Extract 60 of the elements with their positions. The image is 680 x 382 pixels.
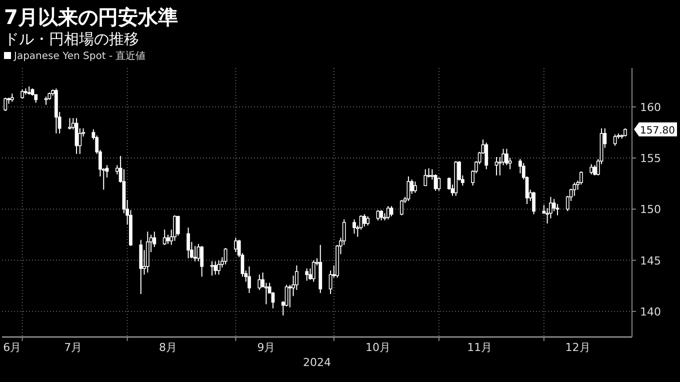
candlestick bbox=[217, 260, 220, 276]
candlestick bbox=[193, 245, 197, 262]
candlestick bbox=[613, 134, 617, 146]
candlestick bbox=[362, 214, 366, 228]
candlestick bbox=[590, 164, 594, 175]
x-tick-label: 11月 bbox=[467, 341, 492, 354]
candlestick bbox=[139, 239, 143, 295]
candlestick bbox=[173, 214, 176, 242]
y-tick-label: 150 bbox=[640, 203, 661, 216]
candlestick bbox=[312, 260, 316, 282]
y-tick-label: 160 bbox=[640, 100, 661, 114]
x-tick-label: 12月 bbox=[565, 341, 590, 354]
candlestick bbox=[380, 210, 384, 221]
candlestick bbox=[166, 234, 170, 244]
candlestick bbox=[210, 260, 214, 276]
candlestick bbox=[437, 176, 441, 192]
legend-label: Japanese Yen Spot - 直近値 bbox=[13, 50, 146, 62]
candlestick bbox=[406, 176, 410, 202]
candlestick bbox=[234, 237, 238, 253]
candlestick bbox=[4, 97, 8, 112]
x-tick-label: 7月 bbox=[64, 341, 82, 354]
annotation: 157.80 bbox=[640, 125, 675, 136]
candlestick bbox=[20, 88, 24, 100]
candlestick bbox=[532, 191, 536, 215]
candlestick bbox=[579, 170, 583, 186]
x-tick-label: 8月 bbox=[158, 341, 177, 354]
y-tick-label: 145 bbox=[640, 254, 661, 268]
candlestick bbox=[176, 216, 180, 236]
x-tick-label: 9月 bbox=[257, 341, 276, 354]
candlestick bbox=[593, 164, 596, 176]
candlestick bbox=[484, 142, 488, 170]
candlestick bbox=[508, 158, 512, 170]
candlestick bbox=[366, 216, 370, 226]
candlestick bbox=[390, 206, 394, 217]
candlestick bbox=[186, 227, 190, 259]
candlestick bbox=[162, 229, 166, 246]
candlestick bbox=[386, 206, 390, 220]
x-axis-title: 2024 bbox=[303, 356, 331, 369]
candlestick bbox=[376, 210, 380, 221]
candlestick bbox=[494, 156, 498, 176]
candlestick bbox=[352, 218, 356, 234]
candlestick bbox=[288, 284, 292, 308]
chart-title: 7月以来の円安水準 bbox=[4, 5, 178, 29]
candlestick bbox=[214, 260, 218, 276]
candlestick bbox=[248, 266, 251, 294]
chart-subtitle: ドル・円相場の推移 bbox=[4, 30, 139, 48]
candlestick bbox=[552, 198, 556, 212]
candlestick bbox=[414, 181, 417, 194]
candlestick bbox=[68, 118, 72, 130]
candlestick bbox=[258, 274, 262, 290]
candlestick bbox=[264, 282, 268, 305]
candlestick bbox=[504, 148, 508, 166]
candlestick bbox=[200, 245, 204, 278]
x-tick-label: 10月 bbox=[365, 341, 390, 354]
y-tick-label: 155 bbox=[640, 152, 661, 166]
candlestick bbox=[305, 268, 309, 282]
candlestick bbox=[424, 168, 428, 186]
candlestick bbox=[400, 199, 404, 216]
y-tick-label: 140 bbox=[640, 305, 661, 318]
x-tick-label: 6月 bbox=[3, 341, 22, 354]
